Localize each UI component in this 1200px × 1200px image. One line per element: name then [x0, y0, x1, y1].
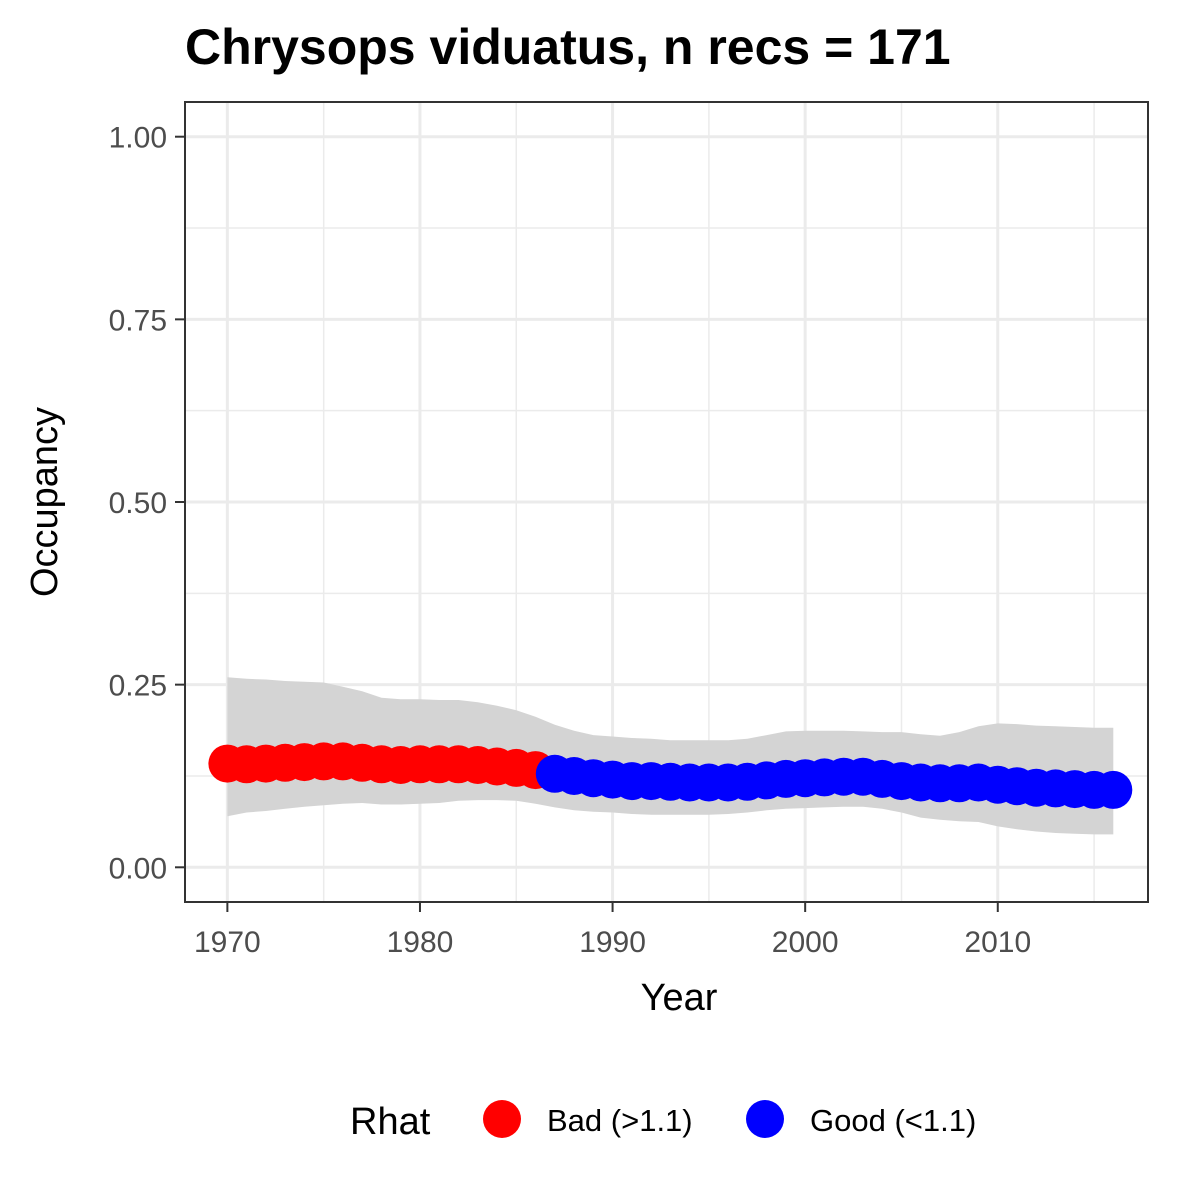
- legend-key-good: [746, 1100, 784, 1138]
- y-tick-label: 0.75: [109, 304, 167, 337]
- x-tick-label: 1980: [387, 926, 454, 959]
- y-tick-label: 0.25: [109, 670, 167, 703]
- data-points: [208, 742, 1133, 809]
- y-tick-label: 1.00: [109, 122, 167, 155]
- point-good-2016: [1094, 770, 1133, 809]
- y-tick-label: 0.00: [109, 852, 167, 885]
- legend-label-good: Good (<1.1): [810, 1103, 976, 1138]
- x-tick-label: 1970: [194, 926, 261, 959]
- x-tick-label: 2010: [964, 926, 1031, 959]
- y-tick-label: 0.50: [109, 487, 167, 520]
- legend-title: Rhat: [350, 1101, 431, 1143]
- x-axis-title: Year: [641, 977, 718, 1019]
- axes: 1970 1980 1990 2000 2010 0.00 0.25 0.50 0.75 1.00: [109, 122, 1032, 959]
- x-tick-label: 1990: [579, 926, 646, 959]
- chart-title: Chrysops viduatus, n recs = 171: [185, 19, 951, 75]
- legend: Rhat Bad (>1.1) Good (<1.1): [350, 1100, 976, 1143]
- y-axis-title: Occupancy: [24, 407, 66, 597]
- legend-label-bad: Bad (>1.1): [547, 1103, 693, 1138]
- legend-key-bad: [483, 1100, 521, 1138]
- x-tick-label: 2000: [772, 926, 839, 959]
